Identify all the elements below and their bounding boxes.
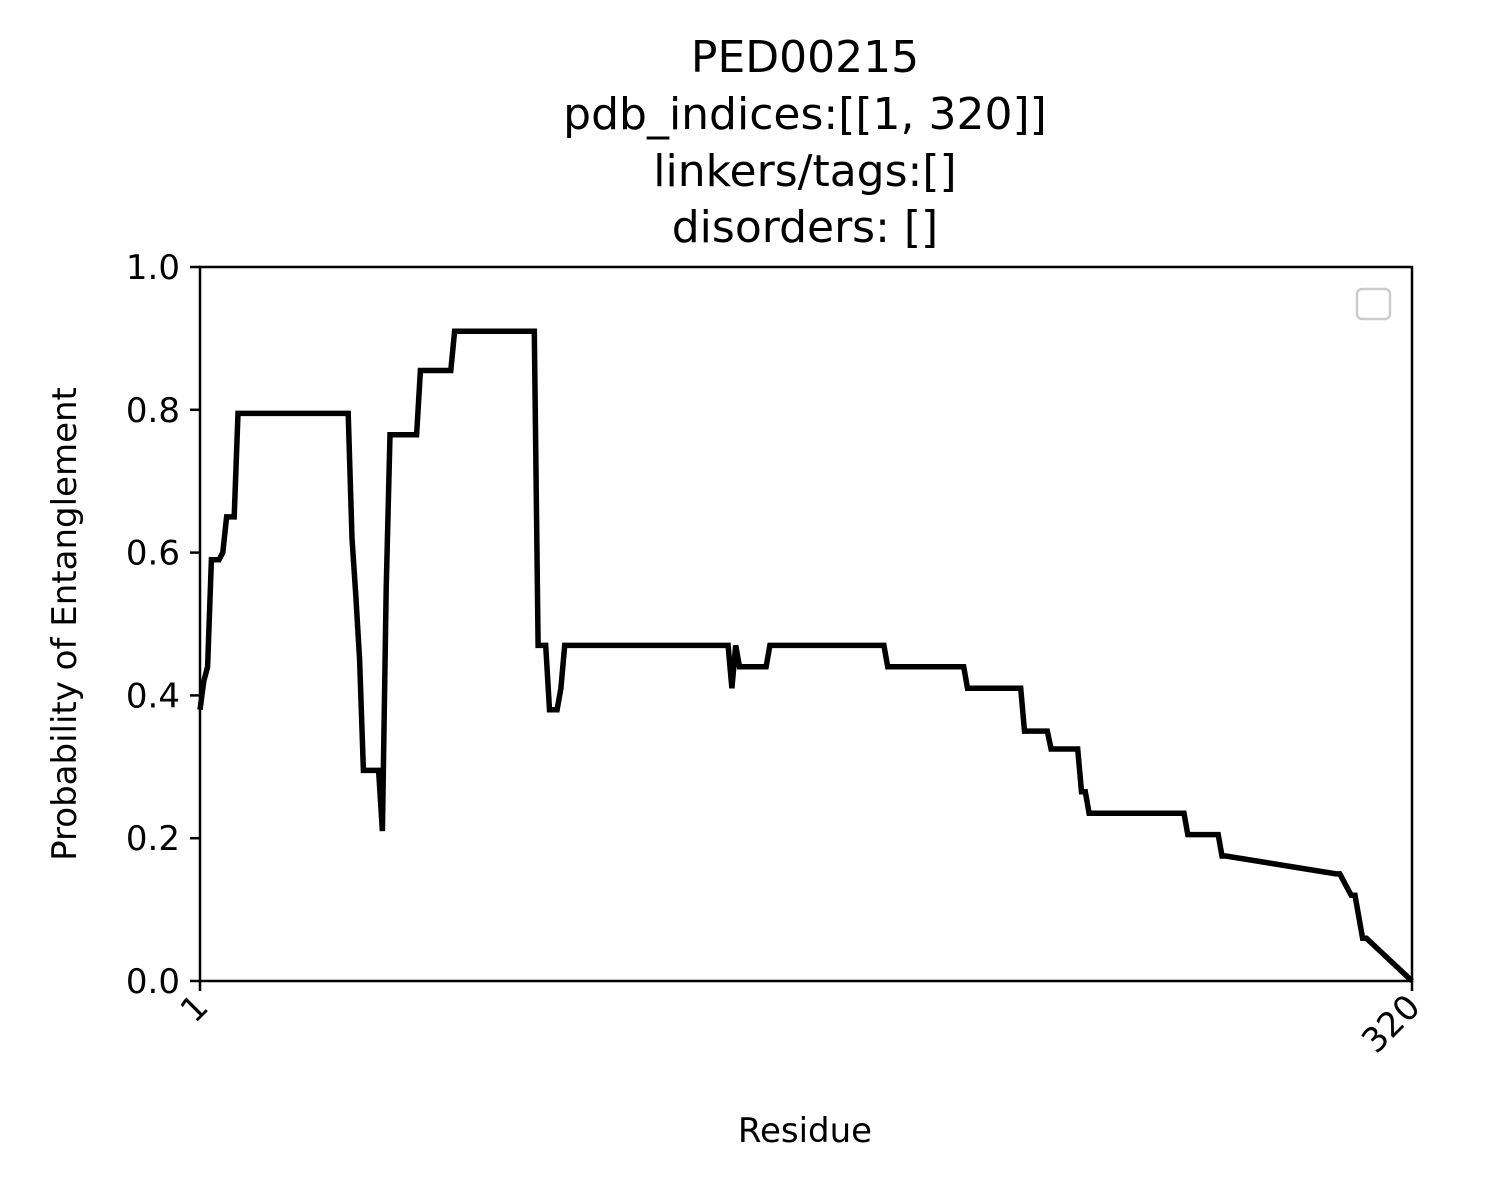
title-line-2: pdb_indices:[[1, 320]] bbox=[563, 89, 1047, 140]
y-tick-label: 0.2 bbox=[126, 819, 180, 859]
chart-title: PED00215 pdb_indices:[[1, 320]] linkers/… bbox=[563, 32, 1047, 253]
y-tick-label: 1.0 bbox=[126, 248, 180, 288]
y-tick-label: 0.6 bbox=[126, 534, 180, 574]
x-axis-ticks: 1 320 bbox=[173, 981, 1428, 1061]
y-tick-label: 0.8 bbox=[126, 391, 180, 431]
y-axis-ticks: 0.0 0.2 0.4 0.6 0.8 1.0 bbox=[126, 248, 200, 1002]
y-tick-label: 0.4 bbox=[126, 676, 180, 716]
plot-frame bbox=[198, 265, 1414, 983]
legend-box bbox=[1355, 287, 1392, 321]
x-tick-label: 320 bbox=[1354, 987, 1428, 1061]
x-axis-label: Residue bbox=[738, 1111, 872, 1151]
title-line-4: disorders: [] bbox=[672, 202, 938, 253]
title-line-1: PED00215 bbox=[691, 32, 919, 83]
probability-series-line bbox=[197, 328, 1414, 984]
y-tick-label: 0.0 bbox=[126, 962, 180, 1002]
title-line-3: linkers/tags:[] bbox=[653, 146, 956, 197]
y-axis-label: Probability of Entanglement bbox=[45, 387, 85, 861]
